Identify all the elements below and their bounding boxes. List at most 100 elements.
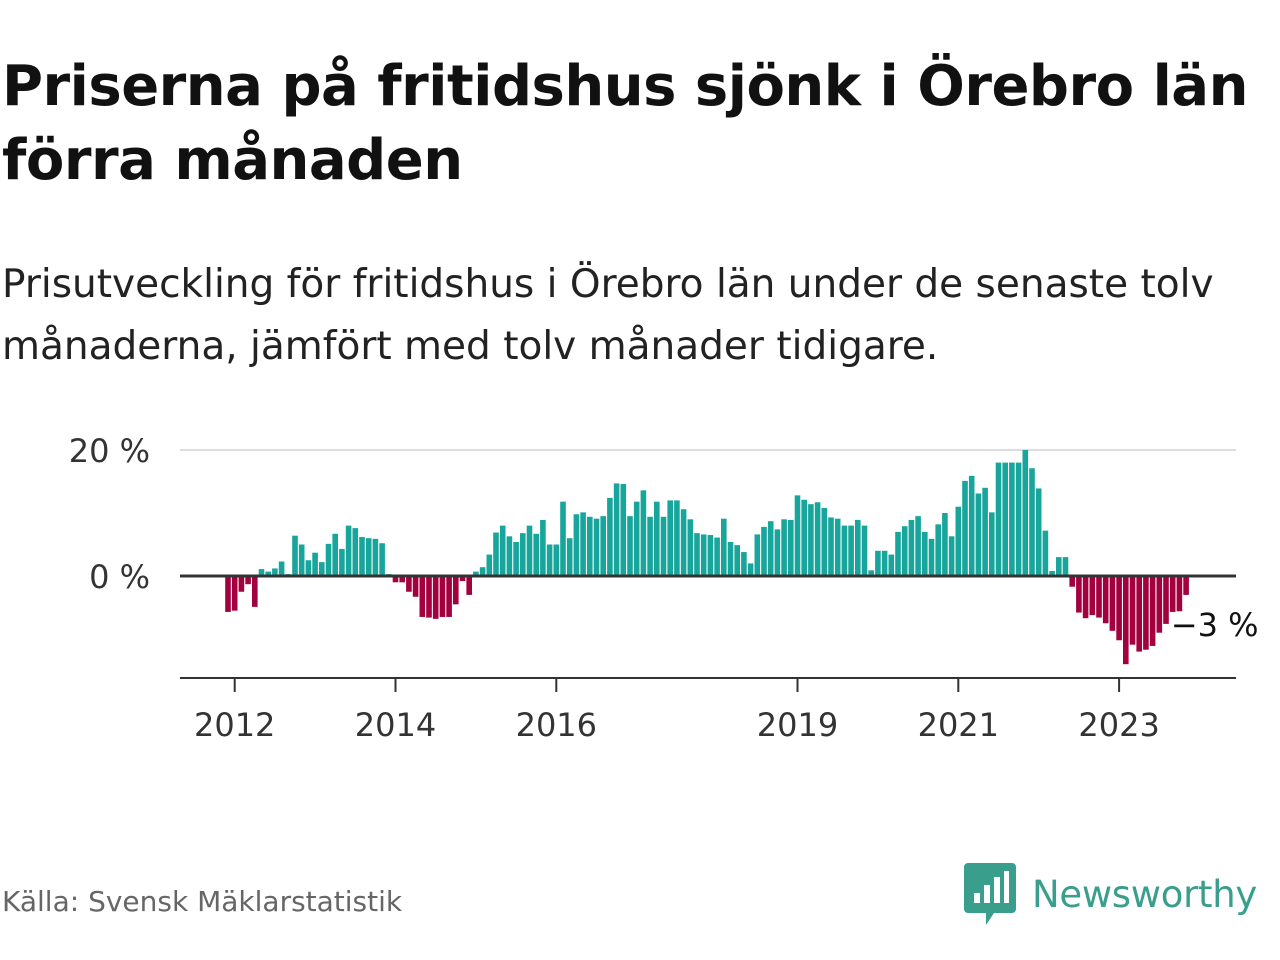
bar: [761, 526, 767, 576]
bar: [600, 516, 606, 576]
bar: [674, 500, 680, 576]
bar: [325, 543, 332, 576]
bar: [654, 501, 660, 576]
source-note: Källa: Svensk Mäklarstatistik: [2, 885, 403, 918]
bar: [359, 536, 365, 576]
bar: [868, 570, 874, 576]
bar: [620, 484, 627, 576]
bars: [225, 450, 1189, 665]
bar: [245, 576, 251, 585]
bar: [801, 499, 807, 576]
bar: [446, 576, 452, 617]
bar: [767, 521, 774, 576]
bar: [580, 512, 586, 576]
bar: [834, 518, 841, 576]
bar: [252, 576, 258, 607]
bar: [667, 500, 673, 576]
bar: [1009, 462, 1015, 576]
bar: [392, 576, 399, 583]
bar: [1102, 576, 1109, 624]
y-axis-labels: 0 % 20 %: [69, 432, 150, 596]
bar: [1089, 576, 1096, 616]
bar: [1062, 557, 1069, 576]
x-tick-label: 2016: [516, 706, 597, 740]
bar: [808, 504, 814, 576]
bar: [714, 537, 720, 576]
bar: [660, 516, 667, 576]
bar: [794, 495, 801, 576]
bar: [968, 475, 975, 576]
bar: [841, 525, 848, 576]
bar: [1143, 576, 1149, 650]
bar: [788, 519, 794, 576]
brand-logo-link[interactable]: Newsworthy: [964, 862, 1257, 926]
bar: [1109, 576, 1116, 631]
bar: [700, 534, 707, 576]
bar: [962, 480, 968, 576]
bar: [593, 518, 600, 576]
bar: [439, 576, 446, 617]
bar: [553, 544, 560, 576]
bar: [258, 569, 265, 576]
bar: [419, 576, 426, 617]
bar: [1163, 576, 1169, 624]
bar: [526, 525, 533, 576]
bar: [607, 497, 613, 576]
bar: [1056, 557, 1062, 576]
bar: [982, 487, 988, 576]
bar: [305, 560, 312, 576]
bar: [466, 576, 472, 595]
bar: [540, 519, 546, 576]
annotation-label: −3 %: [1171, 606, 1259, 644]
bar: [888, 554, 895, 576]
bar: [1042, 530, 1049, 576]
bar: [989, 512, 995, 576]
bar: [520, 533, 526, 576]
bar: [1149, 576, 1156, 646]
bar: [901, 526, 908, 576]
bar: [339, 548, 345, 576]
bar: [881, 550, 888, 576]
bar: [922, 531, 928, 576]
bar: [633, 501, 640, 576]
bar: [895, 531, 901, 576]
bar: [278, 561, 285, 576]
bar: [640, 490, 647, 576]
x-axis-ticks: 2012 2014 2016 2019 2021 2023: [194, 678, 1160, 740]
bar: [948, 536, 955, 576]
bar: [727, 541, 734, 576]
bar: [855, 519, 861, 576]
y-tick-label: 20 %: [69, 432, 150, 470]
bar: [754, 534, 761, 576]
bar: [814, 502, 821, 576]
bar: [734, 545, 740, 576]
bar: [1029, 468, 1035, 576]
bar: [546, 544, 553, 576]
bar: [1035, 488, 1042, 576]
bar: [627, 516, 633, 576]
bar: [298, 544, 305, 576]
bar: [828, 517, 834, 576]
bar: [225, 576, 231, 612]
bar: [345, 525, 352, 576]
x-tick-label: 2021: [918, 706, 999, 740]
bar: [1136, 576, 1142, 652]
bar: [1169, 576, 1176, 612]
bar: [875, 550, 881, 576]
bar: [426, 576, 432, 618]
bar: [1156, 576, 1163, 633]
bar: [613, 483, 620, 576]
bar-chart-speech-bubble-icon: [964, 863, 1016, 925]
bar: [1183, 576, 1189, 595]
x-tick-label: 2012: [194, 706, 275, 740]
chart-title: Priserna på fritidshus sjönk i Örebro lä…: [2, 54, 1248, 193]
bar: [848, 525, 854, 576]
bar: [1096, 576, 1102, 618]
bar: [231, 576, 238, 611]
bar: [1082, 576, 1089, 619]
bar-chart: 0 % 20 % 2012 2014 2016 2019 2021 2023 −3 %: [69, 432, 1262, 740]
bar: [513, 541, 519, 576]
bar: [272, 568, 278, 576]
bar: [741, 552, 747, 576]
bar: [1022, 450, 1029, 576]
